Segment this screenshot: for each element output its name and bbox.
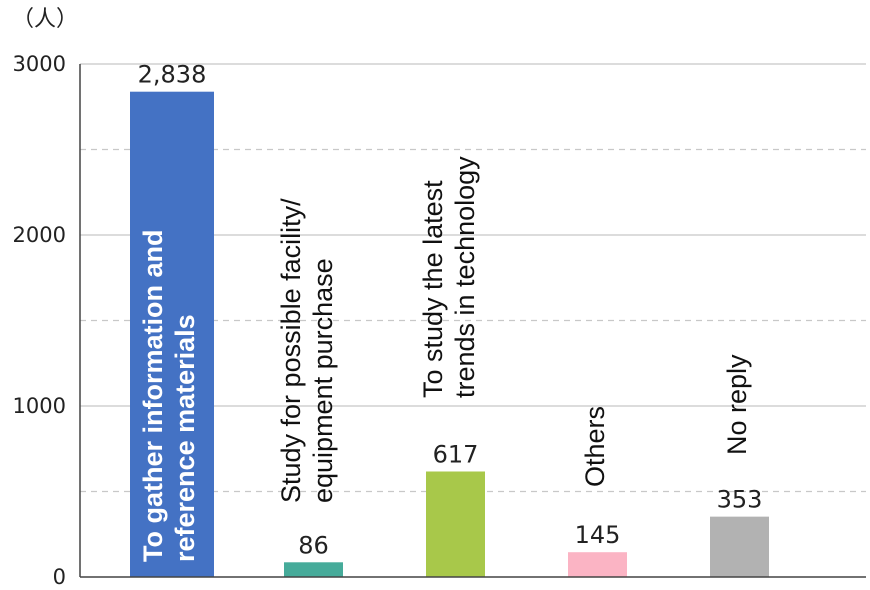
category-label: No reply [722,354,752,455]
value-label: 2,838 [138,61,207,89]
bar [130,91,214,578]
y-axis-ticks: 0 1000 2000 3000 [13,52,66,589]
y-tick-label: 2000 [13,223,66,247]
bar [568,552,627,577]
category-label: Others [580,406,610,487]
axes [79,64,866,578]
value-label: 353 [717,486,763,514]
y-unit-label: （人） [12,7,78,32]
value-label: 86 [298,531,329,559]
bar [426,471,485,577]
value-label: 145 [575,521,621,549]
category-label: Study for possible facility/ [276,198,306,503]
bars [130,91,769,578]
y-tick-label: 3000 [13,52,66,76]
category-labels: To gather information and reference mater… [138,156,752,562]
category-label: To study the latest [418,180,448,398]
y-tick-label: 0 [53,565,66,589]
value-label: 617 [433,440,479,468]
y-tick-label: 1000 [13,394,66,418]
category-label: reference materials [170,314,200,562]
category-label: To gather information and [138,230,168,563]
value-labels: 2,838 86 617 145 353 [138,61,763,560]
category-label: trends in technology [450,156,480,398]
bar [710,516,769,577]
category-label: equipment purchase [308,258,338,503]
bar [284,562,343,577]
